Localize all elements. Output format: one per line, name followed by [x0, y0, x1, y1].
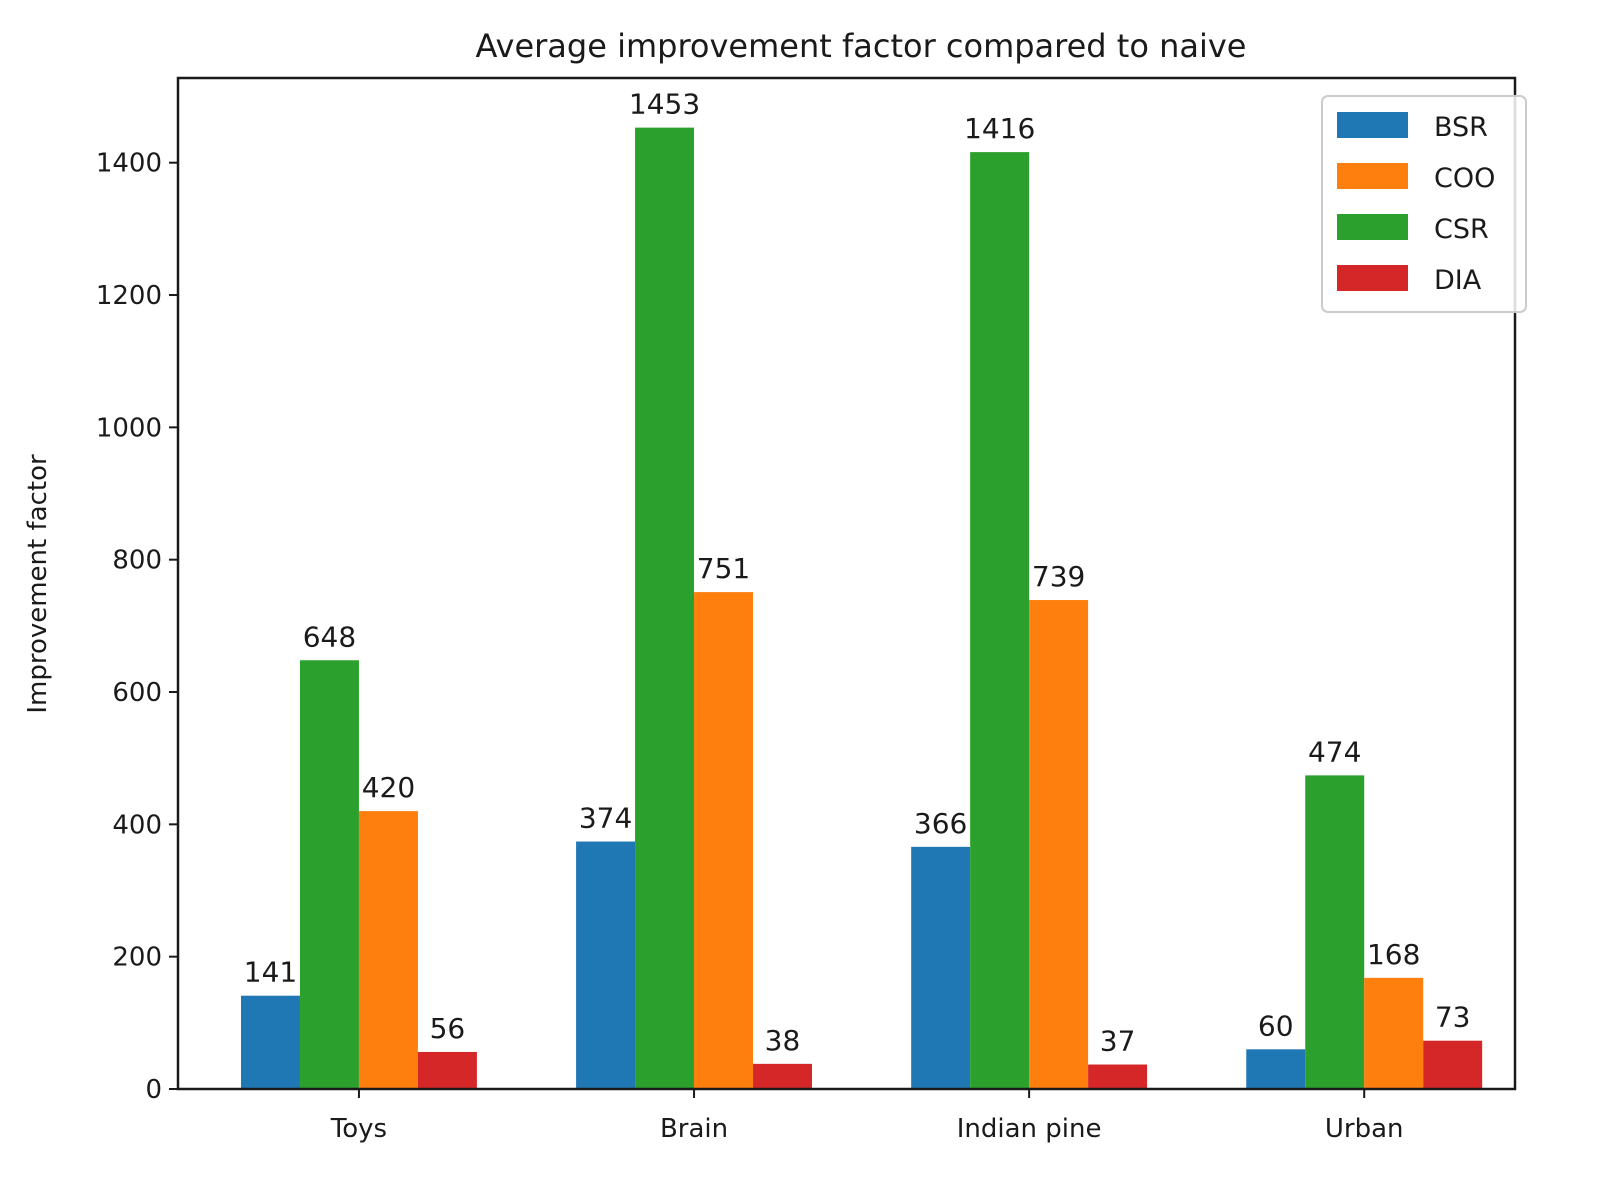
data-label: 420 [362, 771, 415, 804]
data-label: 474 [1308, 735, 1361, 768]
bar-coo-brain [694, 592, 754, 1089]
x-tick-label: Toys [330, 1114, 387, 1144]
data-label: 168 [1367, 938, 1420, 971]
data-label: 60 [1258, 1009, 1294, 1042]
data-label: 56 [430, 1012, 466, 1045]
chart-title: Average improvement factor compared to n… [476, 27, 1247, 65]
data-label: 38 [765, 1024, 801, 1057]
y-tick-label: 600 [112, 678, 162, 708]
data-label: 751 [697, 552, 750, 585]
bar-bsr-toys [240, 995, 300, 1089]
data-label: 1416 [964, 112, 1035, 145]
bar-dia-indian-pine [1088, 1064, 1148, 1089]
y-axis-label: Improvement factor [23, 454, 53, 714]
y-tick-label: 200 [112, 943, 162, 973]
data-label: 648 [303, 620, 356, 653]
legend-swatch-coo [1337, 163, 1408, 189]
bar-dia-urban [1423, 1040, 1483, 1089]
bar-coo-urban [1364, 977, 1424, 1089]
y-tick-label: 400 [112, 810, 162, 840]
legend-swatch-dia [1337, 265, 1408, 291]
bar-dia-toys [417, 1051, 477, 1089]
bar-coo-toys [358, 811, 418, 1089]
bar-csr-toys [299, 660, 359, 1089]
bar-bsr-brain [576, 841, 636, 1089]
y-tick-label: 1200 [96, 281, 162, 311]
data-label: 1453 [629, 88, 700, 121]
x-tick-label: Urban [1325, 1114, 1404, 1144]
data-label: 374 [579, 802, 632, 835]
data-label: 73 [1435, 1001, 1471, 1034]
bar-coo-indian-pine [1029, 600, 1089, 1089]
legend-label: DIA [1434, 265, 1482, 296]
bar-bsr-urban [1246, 1049, 1306, 1089]
y-tick-label: 800 [112, 546, 162, 576]
x-tick-label: Brain [660, 1114, 728, 1144]
y-tick-label: 0 [145, 1075, 162, 1105]
data-label: 739 [1032, 560, 1085, 593]
legend-swatch-csr [1337, 214, 1408, 240]
y-tick-label: 1000 [96, 413, 162, 443]
bar-csr-indian-pine [970, 152, 1030, 1089]
x-tick-label: Indian pine [957, 1114, 1102, 1144]
legend-label: COO [1434, 163, 1495, 194]
y-tick-label: 1400 [96, 149, 162, 179]
data-label: 37 [1100, 1025, 1136, 1058]
bar-csr-urban [1305, 775, 1365, 1089]
legend-label: CSR [1434, 214, 1489, 245]
plot-frame [176, 76, 1517, 1091]
legend: BSR COO CSR DIA [1321, 95, 1527, 313]
bar-dia-brain [753, 1063, 812, 1089]
bar-csr-brain [635, 127, 695, 1090]
legend-swatch-bsr [1337, 112, 1408, 138]
legend-label: BSR [1434, 112, 1488, 143]
legend-box [1321, 95, 1527, 313]
bar-bsr-indian-pine [911, 846, 971, 1089]
data-label: 366 [914, 807, 967, 840]
data-label: 141 [244, 956, 297, 989]
